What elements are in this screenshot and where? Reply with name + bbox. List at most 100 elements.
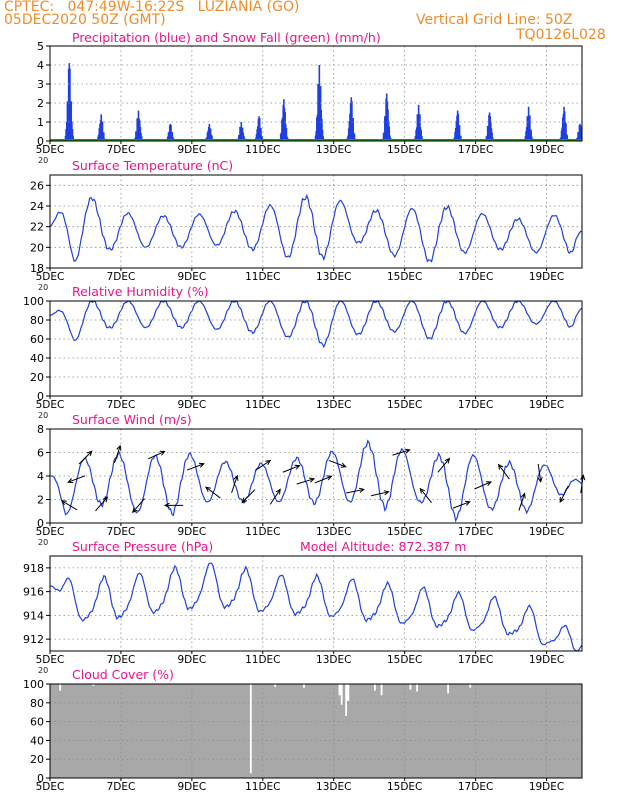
cloud-bar bbox=[378, 684, 381, 778]
x-tick-label: 19DEC bbox=[529, 654, 564, 666]
cloud-bar bbox=[112, 684, 115, 778]
cloud-bar bbox=[466, 684, 470, 778]
x-tick-label: 15DEC bbox=[387, 399, 422, 411]
wind-arrow-head bbox=[404, 448, 411, 454]
wind-arrow bbox=[241, 489, 256, 503]
wind-arrow-head bbox=[159, 450, 166, 456]
cloud-bar bbox=[502, 684, 505, 778]
y-tick-label: 18 bbox=[30, 262, 44, 275]
x-tick-label: 11DEC bbox=[245, 271, 280, 283]
cloud-bar bbox=[58, 690, 62, 778]
cloud-bar bbox=[324, 684, 328, 778]
cloud-bar bbox=[566, 684, 570, 778]
cloud-bar bbox=[460, 684, 463, 778]
y-tick-label: 0 bbox=[37, 772, 44, 785]
cloud-bar bbox=[327, 684, 330, 778]
wind-arrow bbox=[580, 475, 584, 494]
cloud-bar bbox=[269, 684, 273, 778]
x-tick-label: 17DEC bbox=[458, 654, 493, 666]
cloud-bar bbox=[435, 684, 439, 778]
cloud-bar bbox=[546, 684, 550, 778]
cloud-bar bbox=[171, 684, 175, 778]
cloud-bar bbox=[437, 684, 441, 778]
precip-bar bbox=[460, 135, 462, 141]
cloud-bar bbox=[242, 684, 246, 778]
cloud-bar bbox=[72, 684, 75, 778]
wind-arrow-head bbox=[67, 478, 74, 484]
wind-arrow-head bbox=[102, 496, 109, 503]
wind-arrow bbox=[61, 500, 78, 511]
cloud-bar bbox=[205, 684, 208, 778]
cloud-bar bbox=[145, 684, 148, 778]
cloud-bar bbox=[570, 684, 574, 778]
cloud-bar bbox=[169, 684, 173, 778]
cloud-bar bbox=[236, 684, 239, 778]
x-tick-label: 13DEC bbox=[316, 654, 351, 666]
y-tick-label: 20 bbox=[30, 371, 44, 384]
cloud-bar bbox=[340, 704, 343, 778]
cloud-bar bbox=[249, 773, 253, 778]
precip-bar bbox=[70, 101, 73, 141]
cloud-bar bbox=[473, 684, 476, 778]
cloud-bar bbox=[138, 684, 142, 778]
cloud-bar bbox=[278, 684, 281, 778]
cloud-bar bbox=[499, 684, 503, 778]
y-tick-label: 912 bbox=[23, 633, 44, 646]
x-tick-label: 15DEC bbox=[387, 781, 422, 793]
wind-arrow bbox=[559, 485, 569, 503]
panel-frame bbox=[49, 45, 583, 142]
x-tick-label: 9DEC bbox=[177, 654, 206, 666]
cloud-bar bbox=[92, 685, 95, 778]
cloud-bar bbox=[409, 689, 412, 778]
cloud-bar bbox=[231, 684, 235, 778]
cloud-bar bbox=[227, 684, 230, 778]
cloud-bar bbox=[107, 684, 111, 778]
y-tick-label: 20 bbox=[30, 753, 44, 766]
wind-arrow bbox=[132, 498, 145, 513]
cloud-bar bbox=[457, 684, 461, 778]
cloud-bar bbox=[89, 684, 93, 778]
cloud-bar bbox=[280, 684, 284, 778]
panel-title-humidity: Relative Humidity (%) bbox=[72, 284, 209, 299]
cloud-bar bbox=[402, 684, 406, 778]
wind-arrow bbox=[296, 478, 315, 485]
cloud-bar bbox=[548, 684, 552, 778]
cloud-bar bbox=[196, 684, 199, 778]
series-line-humidity bbox=[49, 300, 583, 349]
cloud-bar bbox=[220, 684, 224, 778]
wind-arrow bbox=[518, 493, 526, 511]
cloud-bar bbox=[355, 684, 359, 778]
wind-arrow-head bbox=[265, 459, 272, 466]
cloud-bar bbox=[56, 684, 60, 778]
cloud-bar bbox=[464, 684, 468, 778]
cloud-bar bbox=[493, 684, 496, 778]
cloud-bar bbox=[136, 684, 140, 778]
wind-arrow-head bbox=[383, 490, 390, 496]
cloud-bar bbox=[444, 684, 448, 778]
cloud-bar bbox=[495, 684, 499, 778]
cloud-bar bbox=[462, 684, 465, 778]
wind-arrow bbox=[370, 491, 389, 497]
cloud-bar bbox=[411, 684, 414, 778]
cloud-bar bbox=[504, 684, 508, 778]
x-tick-label: 7DEC bbox=[107, 144, 136, 156]
cloud-bar bbox=[120, 684, 124, 778]
cloud-bar bbox=[240, 684, 244, 778]
cloud-bar bbox=[360, 684, 363, 778]
cloud-bar bbox=[289, 684, 293, 778]
panel-annotation-pressure: Model Altitude: 872.387 m bbox=[300, 539, 466, 554]
cloud-bar bbox=[207, 684, 210, 778]
cloud-bar bbox=[542, 684, 545, 778]
cloud-bar bbox=[440, 684, 443, 778]
x-year-label: 20 bbox=[38, 411, 48, 420]
x-tick-label: 15DEC bbox=[387, 144, 422, 156]
precip-bar bbox=[566, 135, 569, 141]
cloud-bar bbox=[539, 684, 543, 778]
cloud-bar bbox=[258, 684, 261, 778]
cloud-bar bbox=[154, 684, 157, 778]
wind-arrow-head bbox=[497, 463, 504, 470]
wind-arrow bbox=[95, 496, 108, 512]
cloud-bar bbox=[147, 684, 151, 778]
precip-bar bbox=[72, 135, 74, 141]
